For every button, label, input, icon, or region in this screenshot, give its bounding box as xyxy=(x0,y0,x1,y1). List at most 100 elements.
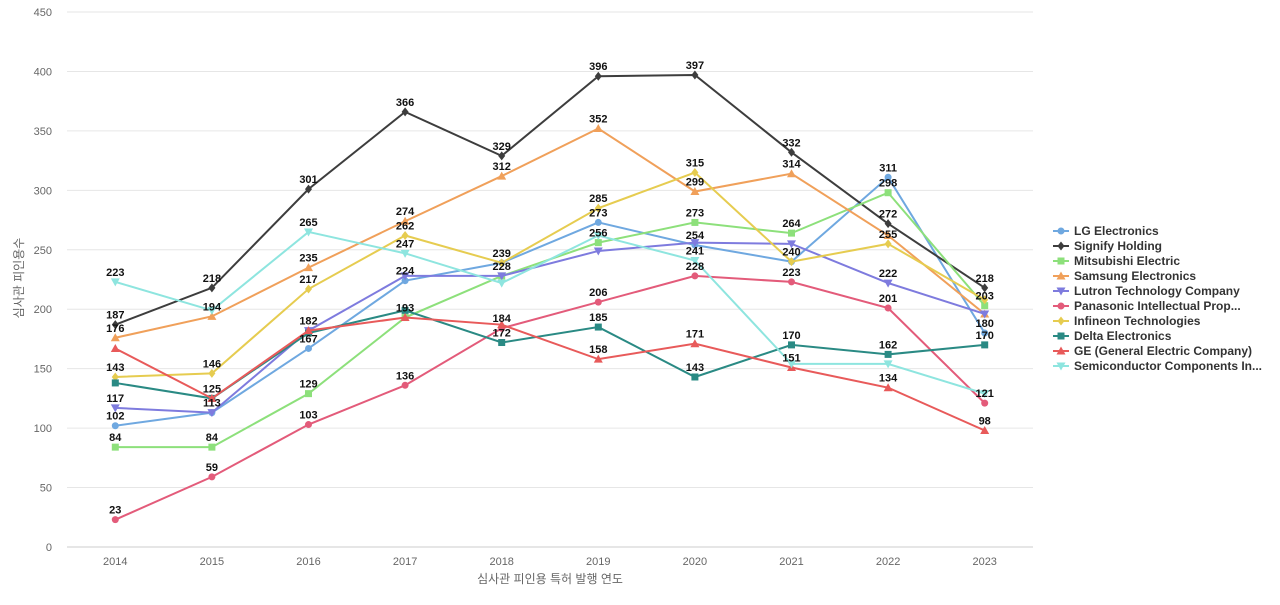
data-point xyxy=(980,390,990,399)
series-line xyxy=(115,175,986,427)
data-point xyxy=(981,283,989,293)
data-point xyxy=(884,173,892,181)
legend-item[interactable]: GE (General Electric Company) xyxy=(1053,344,1252,358)
y-tick-label: 200 xyxy=(34,304,52,316)
legend-item[interactable]: Samsung Electronics xyxy=(1053,269,1196,283)
gridlines: 0 50 100 150 200 250 300 350 400 450 2014 2015 2016 2… xyxy=(34,7,1033,568)
data-point xyxy=(497,272,507,281)
data-point xyxy=(787,169,796,178)
y-tick-label: 250 xyxy=(34,245,52,257)
data-label: 151 xyxy=(782,352,800,364)
legend-marker-icon xyxy=(1056,271,1066,280)
data-label: 84 xyxy=(109,432,122,444)
data-point xyxy=(401,231,409,241)
data-label: 228 xyxy=(686,261,704,273)
data-point xyxy=(788,257,795,267)
data-point xyxy=(593,247,603,256)
legend-item[interactable]: Lutron Technology Company xyxy=(1053,284,1240,298)
legend-item[interactable]: Signify Holding xyxy=(1053,239,1162,253)
data-label: 235 xyxy=(299,253,317,265)
data-point xyxy=(401,107,409,117)
data-label: 134 xyxy=(879,373,898,385)
data-point xyxy=(690,339,700,348)
legend-item[interactable]: Infineon Technologies xyxy=(1053,314,1201,328)
data-label: 255 xyxy=(879,229,897,241)
legend-item[interactable]: Mitsubishi Electric xyxy=(1053,254,1180,268)
data-point xyxy=(981,341,989,349)
legend-marker-icon xyxy=(1056,362,1066,371)
data-label: 396 xyxy=(589,61,607,73)
series-line xyxy=(114,274,986,521)
series-group xyxy=(110,313,990,434)
data-label: 171 xyxy=(686,329,704,341)
data-point xyxy=(884,304,892,312)
data-label: 366 xyxy=(396,97,414,109)
data-point xyxy=(498,151,506,161)
data-label: 332 xyxy=(782,137,800,149)
data-point xyxy=(594,298,602,306)
data-point xyxy=(497,171,507,180)
legend-marker-icon xyxy=(1057,302,1065,310)
legend-label: Panasonic Intellectual Prop... xyxy=(1074,299,1241,313)
x-tick-label: 2016 xyxy=(296,556,320,568)
data-label: 239 xyxy=(493,248,511,260)
data-label: 299 xyxy=(686,177,704,189)
x-tick-label: 2019 xyxy=(586,556,610,568)
data-point xyxy=(498,258,506,268)
y-axis-title: 심사관 피인용수 xyxy=(12,238,26,319)
data-point xyxy=(883,231,893,240)
legend-item[interactable]: Delta Electronics xyxy=(1053,329,1172,343)
data-label: 193 xyxy=(396,303,414,315)
legend-label: GE (General Electric Company) xyxy=(1074,344,1252,358)
data-point xyxy=(401,306,409,314)
data-point xyxy=(400,216,410,225)
legend-marker-icon xyxy=(1057,332,1065,340)
data-point xyxy=(304,326,313,335)
data-label: 272 xyxy=(879,209,897,221)
data-point xyxy=(207,409,217,418)
axes: 심사관 피인용 특허 발행 연도 심사관 피인용수 xyxy=(12,238,623,586)
data-label: 103 xyxy=(299,410,317,422)
series-line xyxy=(115,127,986,339)
data-point xyxy=(884,219,892,229)
series-group xyxy=(110,228,990,399)
legend-item[interactable]: LG Electronics xyxy=(1053,224,1159,238)
data-label: 143 xyxy=(686,362,704,374)
data-point xyxy=(594,71,602,81)
data-label: 158 xyxy=(589,344,607,356)
series-lines xyxy=(110,70,990,524)
data-label: 264 xyxy=(782,218,801,230)
data-point xyxy=(400,249,410,258)
legend-label: Signify Holding xyxy=(1074,239,1162,253)
data-point xyxy=(498,339,506,347)
x-tick-label: 2018 xyxy=(489,556,513,568)
data-point xyxy=(207,311,217,320)
data-label: 187 xyxy=(106,310,124,322)
data-label: 256 xyxy=(589,228,607,240)
data-label: 224 xyxy=(396,266,415,278)
data-point xyxy=(981,302,989,310)
legend-item[interactable]: Panasonic Intellectual Prop... xyxy=(1053,299,1241,313)
data-label: 222 xyxy=(879,268,897,280)
x-axis-title: 심사관 피인용 특허 발행 연도 xyxy=(477,571,623,586)
y-tick-label: 400 xyxy=(34,66,52,78)
data-point xyxy=(304,263,313,272)
y-tick-label: 50 xyxy=(40,483,52,495)
data-point xyxy=(884,350,892,358)
legend-label: Lutron Technology Company xyxy=(1074,284,1240,298)
x-tick-label: 2017 xyxy=(393,556,417,568)
series-group xyxy=(111,168,989,382)
y-tick-label: 0 xyxy=(46,542,52,554)
legend-item[interactable]: Semiconductor Components In... xyxy=(1053,359,1262,373)
y-tick-label: 450 xyxy=(34,7,52,19)
data-label: 329 xyxy=(493,141,511,153)
data-point xyxy=(788,278,795,286)
data-label: 301 xyxy=(299,174,317,186)
data-point xyxy=(883,279,893,288)
data-point xyxy=(883,360,893,369)
data-point xyxy=(981,399,989,407)
data-label: 113 xyxy=(203,398,221,410)
